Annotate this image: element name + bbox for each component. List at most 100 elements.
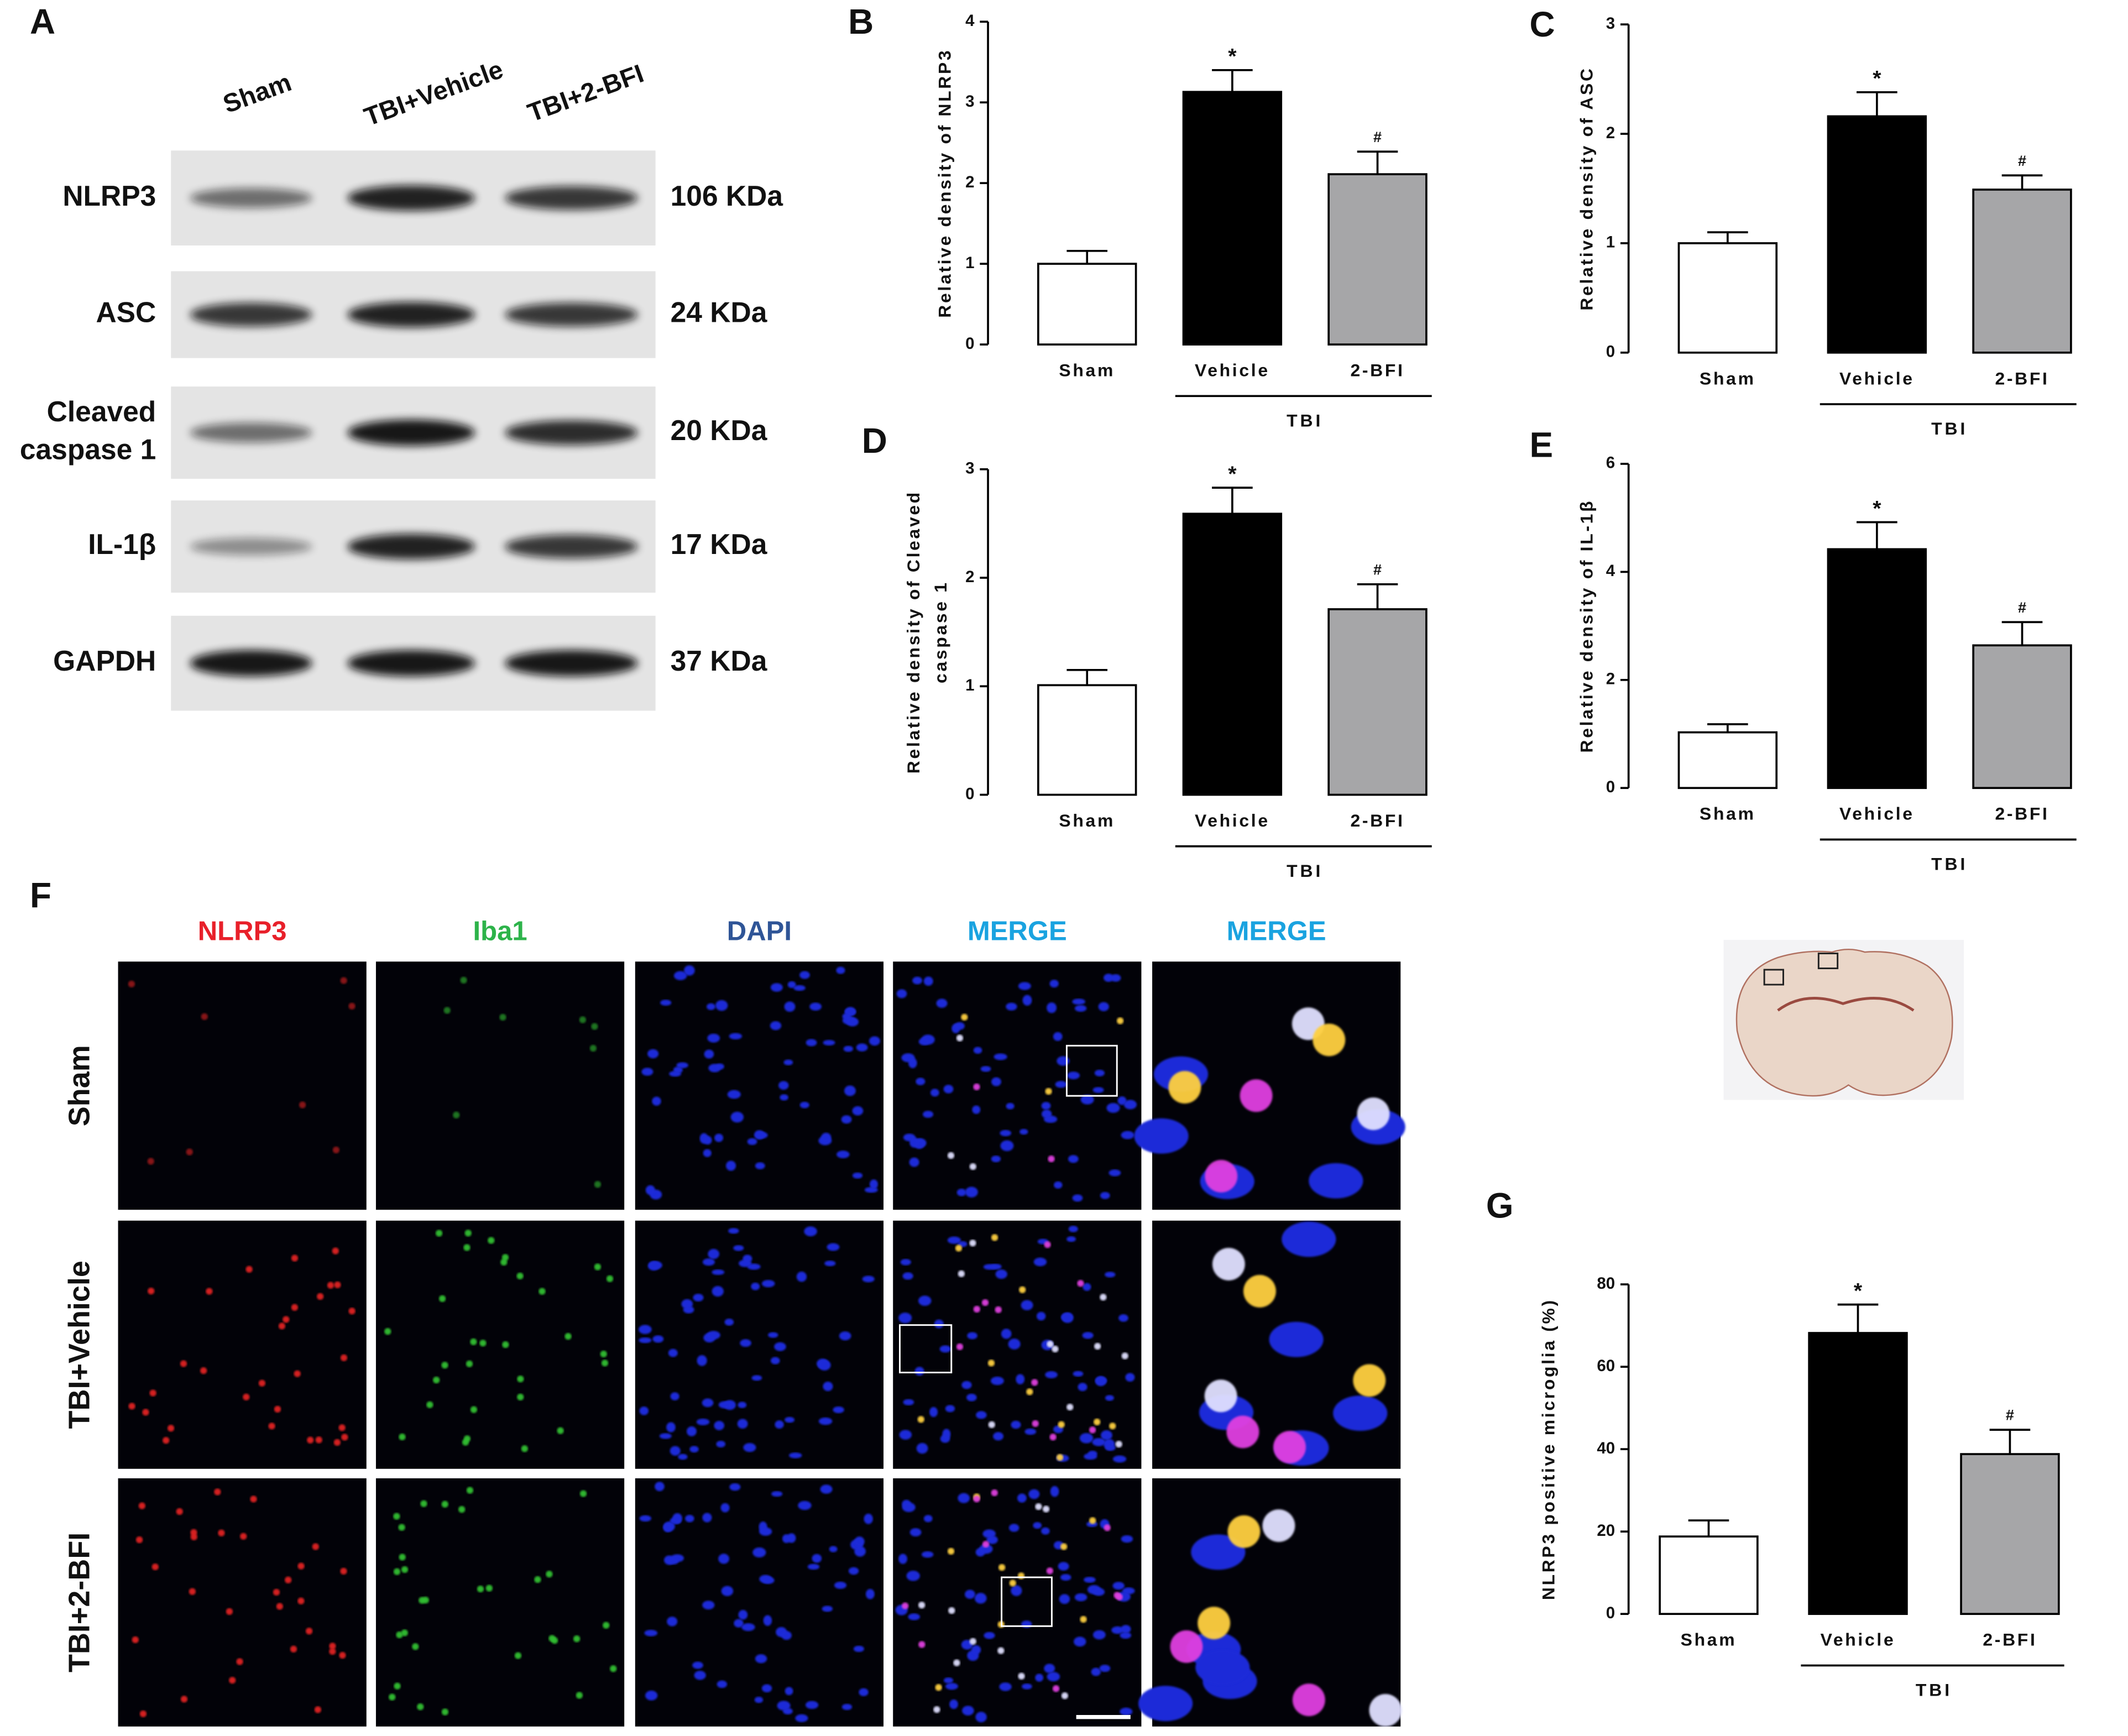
nucleus bbox=[1105, 1445, 1116, 1451]
cell bbox=[243, 1393, 250, 1400]
column-label: Iba1 bbox=[473, 917, 527, 947]
cell bbox=[240, 1533, 247, 1540]
cell bbox=[463, 1435, 471, 1442]
nucleus bbox=[1021, 1300, 1033, 1310]
cell bbox=[332, 1146, 340, 1154]
nucleus bbox=[852, 1106, 864, 1116]
nucleus bbox=[909, 1157, 919, 1167]
cell bbox=[218, 1529, 225, 1536]
nucleus bbox=[718, 1401, 732, 1409]
cell bbox=[1353, 1364, 1386, 1397]
nucleus bbox=[967, 1332, 977, 1340]
nucleus bbox=[1053, 1032, 1063, 1041]
nucleus bbox=[839, 1331, 851, 1341]
cell bbox=[463, 1244, 470, 1251]
group-label: TBI bbox=[1287, 861, 1323, 881]
cell bbox=[186, 1148, 193, 1155]
cell bbox=[955, 1245, 963, 1252]
cell bbox=[546, 1571, 553, 1578]
significance-mark: # bbox=[2018, 153, 2026, 169]
x-tick-label: Sham bbox=[1059, 811, 1115, 830]
cell bbox=[1226, 1415, 1259, 1449]
band-size: 106 KDa bbox=[671, 180, 783, 212]
significance-mark: * bbox=[1228, 462, 1237, 486]
significance-mark: * bbox=[1873, 496, 1881, 521]
nucleus bbox=[990, 1264, 1002, 1270]
nucleus bbox=[972, 1105, 981, 1114]
nucleus bbox=[1008, 1338, 1021, 1350]
micrograph bbox=[635, 1478, 884, 1727]
cell bbox=[1017, 1572, 1025, 1580]
row-label: TBI+2-BFI bbox=[63, 1533, 96, 1672]
nucleus bbox=[655, 1482, 665, 1492]
band-label: GAPDH bbox=[53, 645, 156, 677]
nucleus bbox=[676, 1062, 688, 1069]
micrograph bbox=[635, 1220, 884, 1469]
nucleus bbox=[1074, 1636, 1086, 1647]
nucleus bbox=[1100, 1191, 1110, 1199]
cell bbox=[470, 1406, 478, 1413]
cell bbox=[135, 1536, 143, 1544]
cell bbox=[988, 1421, 995, 1428]
blot-band bbox=[190, 302, 312, 327]
cell bbox=[268, 1423, 275, 1430]
cell bbox=[1046, 1567, 1053, 1575]
y-axis-label: Relative density of NLRP3 bbox=[934, 49, 954, 318]
nucleus bbox=[1000, 1140, 1014, 1152]
nucleus bbox=[939, 1345, 951, 1353]
blot-band bbox=[190, 650, 312, 677]
micrograph bbox=[893, 1220, 1142, 1469]
cell bbox=[981, 1299, 989, 1306]
nucleus bbox=[784, 1001, 796, 1012]
nucleus bbox=[918, 1038, 929, 1045]
cell bbox=[1170, 1630, 1203, 1663]
micrograph-bg bbox=[375, 1220, 625, 1469]
nucleus bbox=[958, 1493, 970, 1503]
cell bbox=[995, 1306, 1002, 1314]
nucleus bbox=[1084, 1453, 1097, 1460]
nucleus bbox=[943, 1677, 954, 1683]
nucleus bbox=[678, 1453, 688, 1460]
blot-band bbox=[347, 185, 475, 211]
nucleus bbox=[1195, 1650, 1250, 1685]
cell bbox=[1018, 1672, 1025, 1680]
nucleus bbox=[726, 1160, 736, 1171]
nucleus bbox=[770, 1357, 780, 1364]
cell bbox=[1094, 1342, 1101, 1350]
nucleus bbox=[670, 1446, 681, 1456]
cell bbox=[433, 1376, 440, 1384]
significance-mark: # bbox=[2006, 1407, 2014, 1424]
cell bbox=[147, 1158, 154, 1165]
nucleus bbox=[785, 1687, 793, 1696]
nucleus bbox=[1121, 1535, 1133, 1543]
nucleus bbox=[1062, 1312, 1074, 1323]
nucleus bbox=[979, 1544, 993, 1554]
cell bbox=[521, 1445, 529, 1452]
nucleus bbox=[1099, 1665, 1111, 1672]
micrograph bbox=[1134, 961, 1405, 1210]
cell bbox=[422, 1597, 429, 1604]
cell bbox=[502, 1341, 509, 1348]
micrograph-bg bbox=[635, 961, 884, 1210]
band-label: caspase 1 bbox=[20, 433, 156, 466]
nucleus bbox=[641, 1068, 653, 1076]
nucleus bbox=[796, 1272, 807, 1282]
nucleus bbox=[789, 1452, 802, 1458]
nucleus bbox=[898, 1554, 908, 1564]
row-label: Sham bbox=[63, 1045, 96, 1126]
cell bbox=[1031, 1379, 1038, 1386]
y-axis-label: NLRP3 positive microglia (%) bbox=[1539, 1298, 1559, 1600]
cell bbox=[1243, 1275, 1276, 1308]
nucleus bbox=[1092, 1087, 1104, 1093]
band-label: Cleaved bbox=[47, 395, 156, 427]
nucleus bbox=[923, 976, 933, 986]
cell bbox=[579, 1016, 587, 1023]
nucleus bbox=[639, 1406, 649, 1415]
cell bbox=[290, 1645, 297, 1653]
nucleus bbox=[898, 1313, 912, 1324]
bar bbox=[1677, 731, 1778, 789]
nucleus bbox=[820, 1484, 833, 1494]
nucleus bbox=[947, 1236, 961, 1244]
nucleus bbox=[865, 1589, 875, 1599]
